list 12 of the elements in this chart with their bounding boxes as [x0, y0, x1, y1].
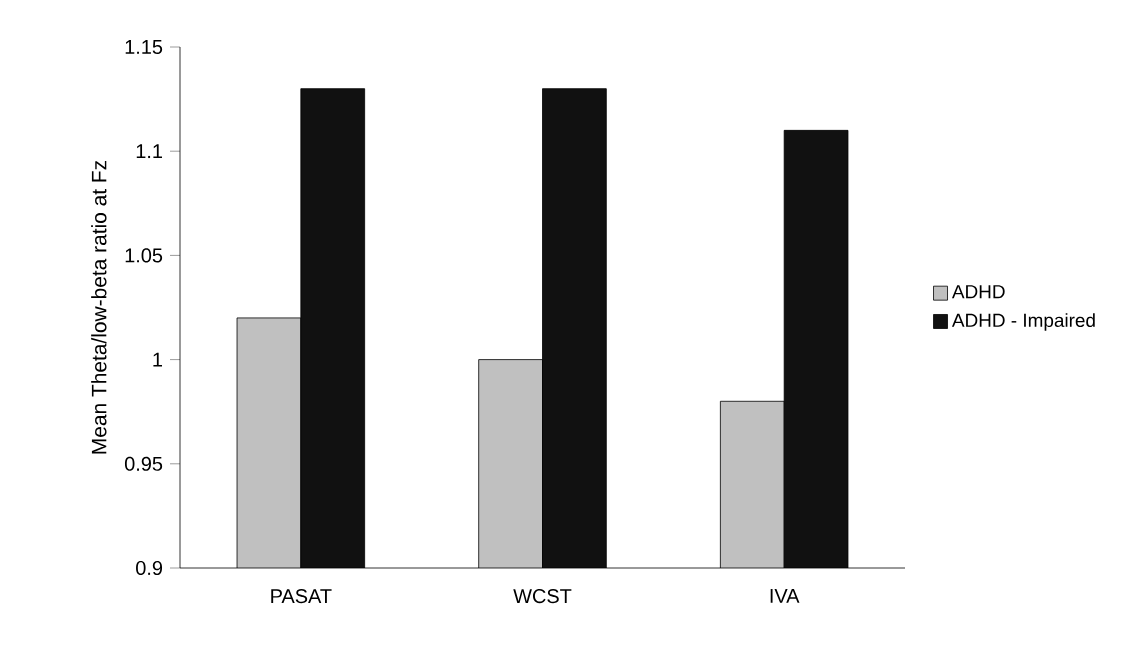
y-axis-title: Mean Theta/low-beta ratio at Fz	[91, 160, 107, 454]
y-tick-label: 1.05	[125, 248, 163, 263]
y-tick-label: 1	[153, 352, 163, 367]
y-tick-label: 1.1	[136, 144, 162, 159]
legend-label: ADHD - Impaired	[951, 313, 1095, 331]
y-tick-label: 1.15	[125, 40, 163, 54]
x-tick-label: PASAT	[271, 589, 332, 604]
x-tick-label: IVA	[770, 589, 800, 603]
x-tick-label: WCST	[513, 589, 572, 604]
legend-label: ADHD	[951, 285, 1005, 299]
y-tick-label: 0.95	[124, 456, 163, 471]
y-tick-label: 0.9	[136, 560, 163, 576]
